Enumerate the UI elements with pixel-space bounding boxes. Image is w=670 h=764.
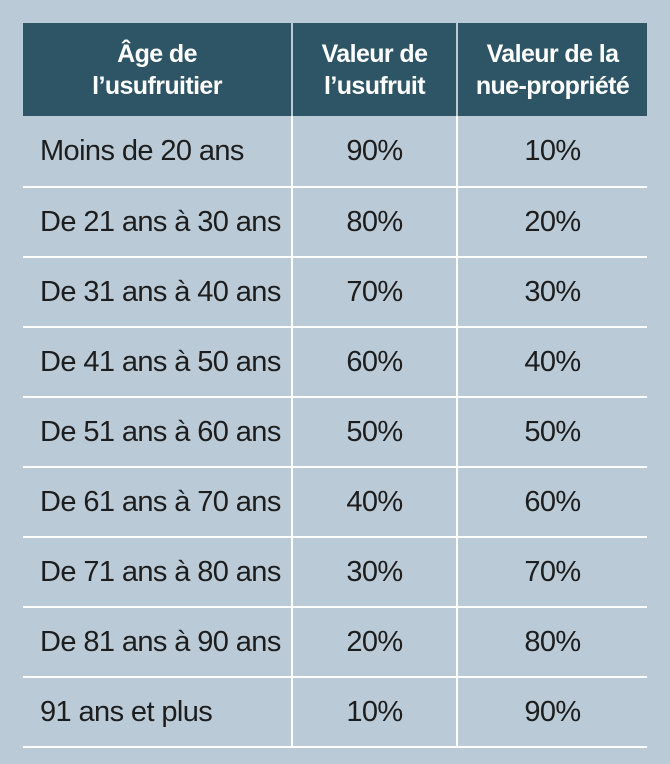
usufruct-table-container: Âge de l’usufruitier Valeur de l’usufrui… (23, 23, 647, 748)
bare-ownership-value-cell: 60% (456, 467, 647, 538)
header-bare-ownership-line-2: nue-propriété (475, 71, 630, 100)
table-row: Moins de 20 ans 90% 10% (23, 116, 647, 188)
table-row: De 81 ans à 90 ans 20% 80% (23, 607, 647, 678)
header-age: Âge de l’usufruitier (23, 23, 292, 116)
bare-ownership-value-cell: 40% (456, 327, 647, 398)
header-row: Âge de l’usufruitier Valeur de l’usufrui… (23, 23, 647, 116)
table-row: De 31 ans à 40 ans 70% 30% (23, 257, 647, 328)
table-body: Moins de 20 ans 90% 10% De 21 ans à 30 a… (23, 116, 647, 748)
header-age-line-2: l’usufruitier (92, 71, 222, 100)
table-row: De 61 ans à 70 ans 40% 60% (23, 467, 647, 538)
table-row: De 51 ans à 60 ans 50% 50% (23, 397, 647, 468)
age-cell: De 31 ans à 40 ans (23, 257, 292, 328)
bare-ownership-value-cell: 90% (456, 677, 647, 748)
table-row: De 41 ans à 50 ans 60% 40% (23, 327, 647, 398)
usufruct-value-cell: 10% (291, 677, 457, 748)
header-usufruct-value: Valeur de l’usufruit (291, 23, 457, 116)
bare-ownership-value-cell: 70% (456, 537, 647, 608)
bare-ownership-value-cell: 80% (456, 607, 647, 678)
usufruct-valuation-table: Âge de l’usufruitier Valeur de l’usufrui… (23, 23, 647, 748)
header-bare-ownership-value: Valeur de la nue-propriété (456, 23, 647, 116)
age-cell: De 71 ans à 80 ans (23, 537, 292, 608)
bare-ownership-value-cell: 20% (456, 187, 647, 258)
age-cell: De 51 ans à 60 ans (23, 397, 292, 468)
usufruct-value-cell: 40% (291, 467, 457, 538)
usufruct-value-cell: 70% (291, 257, 457, 328)
usufruct-value-cell: 30% (291, 537, 457, 608)
table-row: 91 ans et plus 10% 90% (23, 677, 647, 748)
table-row: De 21 ans à 30 ans 80% 20% (23, 187, 647, 258)
age-cell: De 21 ans à 30 ans (23, 187, 292, 258)
bare-ownership-value-cell: 10% (456, 116, 647, 188)
age-cell: Moins de 20 ans (23, 116, 292, 188)
usufruct-value-cell: 60% (291, 327, 457, 398)
bare-ownership-value-cell: 50% (456, 397, 647, 468)
age-cell: De 61 ans à 70 ans (23, 467, 292, 538)
table-row: De 71 ans à 80 ans 30% 70% (23, 537, 647, 608)
table-header: Âge de l’usufruitier Valeur de l’usufrui… (23, 23, 647, 116)
usufruct-value-cell: 50% (291, 397, 457, 468)
usufruct-value-cell: 20% (291, 607, 457, 678)
bare-ownership-value-cell: 30% (456, 257, 647, 328)
age-cell: De 41 ans à 50 ans (23, 327, 292, 398)
header-age-line-1: Âge de (117, 39, 197, 68)
age-cell: De 81 ans à 90 ans (23, 607, 292, 678)
header-usufruct-line-1: Valeur de (321, 39, 428, 68)
age-cell: 91 ans et plus (23, 677, 292, 748)
header-usufruct-line-2: l’usufruit (324, 71, 426, 100)
header-bare-ownership-line-1: Valeur de la (486, 39, 619, 68)
usufruct-value-cell: 80% (291, 187, 457, 258)
usufruct-value-cell: 90% (291, 116, 457, 188)
